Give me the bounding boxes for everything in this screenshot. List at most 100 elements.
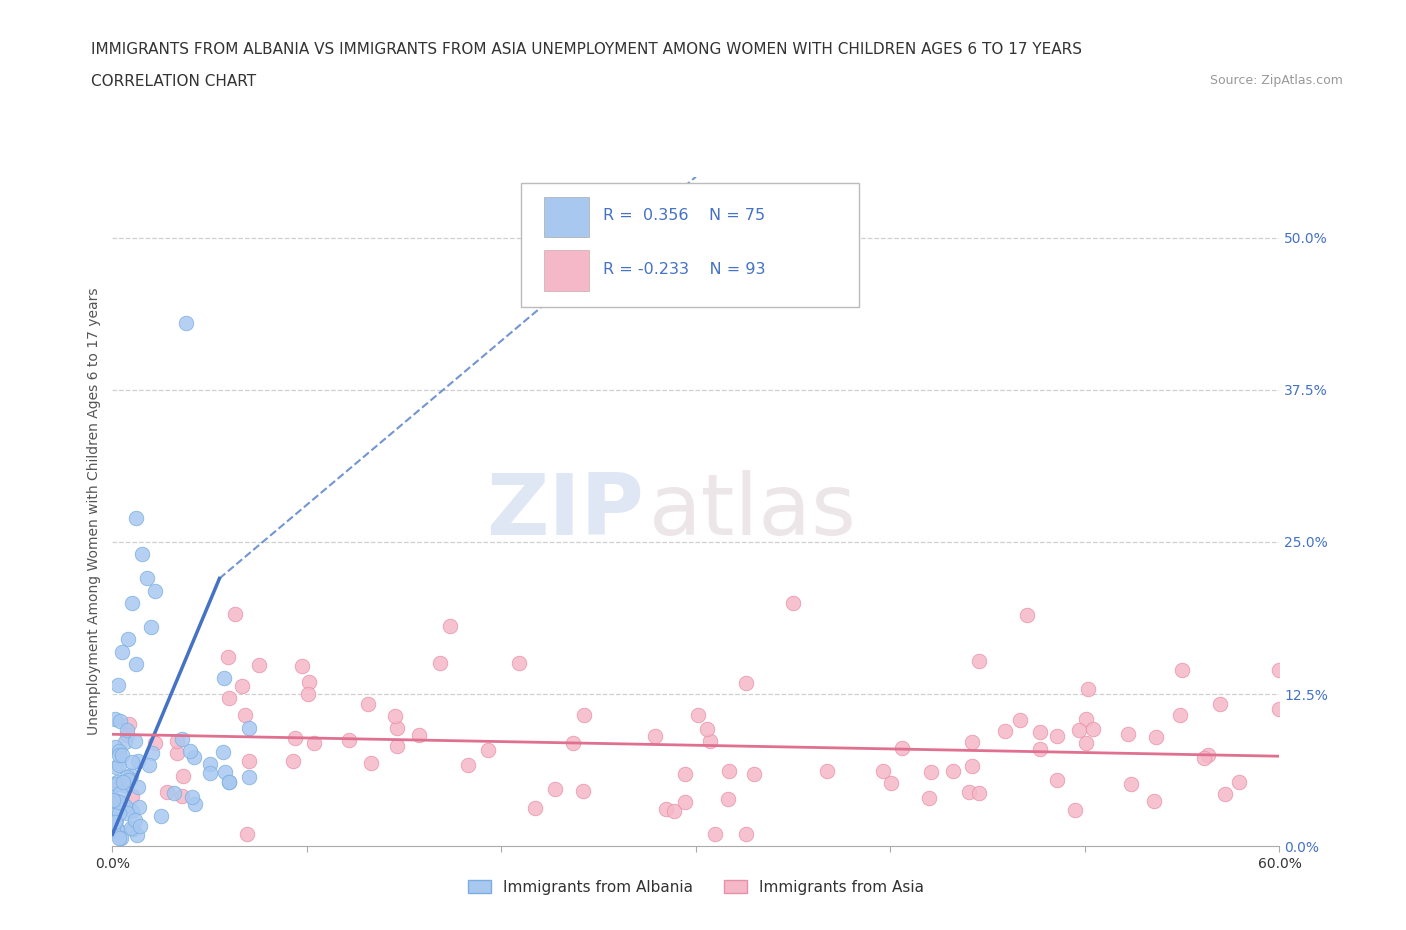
Point [218,775,240,790]
Point [872,764,894,779]
Point [107,823,129,838]
Point [655,802,678,817]
Point [166,734,188,749]
Point [181,790,204,804]
Point [101,792,124,807]
Point [217,650,239,665]
Point [141,619,163,634]
Point [1069,723,1091,737]
Point [156,785,179,800]
Point [699,734,721,749]
Point [384,708,406,723]
Point [104,739,127,754]
Point [236,827,259,842]
Point [1028,742,1050,757]
Point [302,735,325,750]
Point [880,776,903,790]
Point [121,804,143,818]
Text: R = -0.233    N = 93: R = -0.233 N = 93 [603,261,765,276]
Point [107,824,129,839]
Point [1194,751,1216,765]
Point [136,571,159,586]
Point [1074,736,1097,751]
Point [969,653,991,668]
Point [224,606,246,621]
Point [238,721,260,736]
Point [291,658,314,673]
Point [717,791,740,806]
Point [111,748,134,763]
Point [1063,803,1085,817]
Point [673,794,696,809]
Point [994,724,1017,738]
Text: R =  0.356    N = 75: R = 0.356 N = 75 [603,208,765,223]
Point [238,753,260,768]
Point [124,734,146,749]
Point [118,772,141,787]
Point [942,764,965,778]
Text: ZIP: ZIP [485,470,644,553]
Point [108,794,131,809]
Point [920,765,942,780]
Point [1168,708,1191,723]
Point [544,782,567,797]
Point [172,789,194,804]
Point [561,736,583,751]
Bar [544,197,589,237]
Point [572,784,595,799]
Text: IMMIGRANTS FROM ALBANIA VS IMMIGRANTS FROM ASIA UNEMPLOYMENT AMONG WOMEN WITH CH: IMMIGRANTS FROM ALBANIA VS IMMIGRANTS FR… [91,42,1083,57]
Point [1074,711,1097,726]
Point [387,721,409,736]
Point [408,727,430,742]
Legend: Immigrants from Albania, Immigrants from Asia: Immigrants from Albania, Immigrants from… [460,872,932,902]
Y-axis label: Unemployment Among Women with Children Ages 6 to 17 years: Unemployment Among Women with Children A… [87,287,101,736]
Point [117,631,139,646]
Point [508,656,530,671]
Point [111,644,134,659]
Point [1116,726,1139,741]
Point [1209,697,1232,711]
Point [574,708,596,723]
Point [356,697,378,711]
Point [1046,772,1069,787]
Point [104,759,127,774]
Point [1197,748,1219,763]
Point [1046,729,1069,744]
Point [103,815,125,830]
Point [104,712,127,727]
FancyBboxPatch shape [520,183,859,307]
Point [121,789,143,804]
Point [108,757,131,772]
Point [969,786,991,801]
Point [457,757,479,772]
Point [120,767,142,782]
Point [735,827,758,842]
Point [1143,793,1166,808]
Point [104,793,127,808]
Point [717,764,740,778]
Point [107,830,129,845]
Point [218,775,240,790]
Point [696,722,718,737]
Point [111,795,134,810]
Point [960,758,983,773]
Point [121,754,143,769]
Point [127,779,149,794]
Point [238,770,260,785]
Point [114,735,136,750]
Point [104,806,127,821]
Point [120,820,142,835]
Text: atlas: atlas [650,470,858,553]
Point [1029,724,1052,739]
Point [125,511,148,525]
Point [183,750,205,764]
Point [211,745,233,760]
Point [1268,662,1291,677]
Point [387,739,409,754]
Point [107,806,129,821]
Point [105,813,128,828]
Point [149,809,172,824]
Point [112,777,135,792]
Point [218,691,240,706]
Point [122,821,145,836]
